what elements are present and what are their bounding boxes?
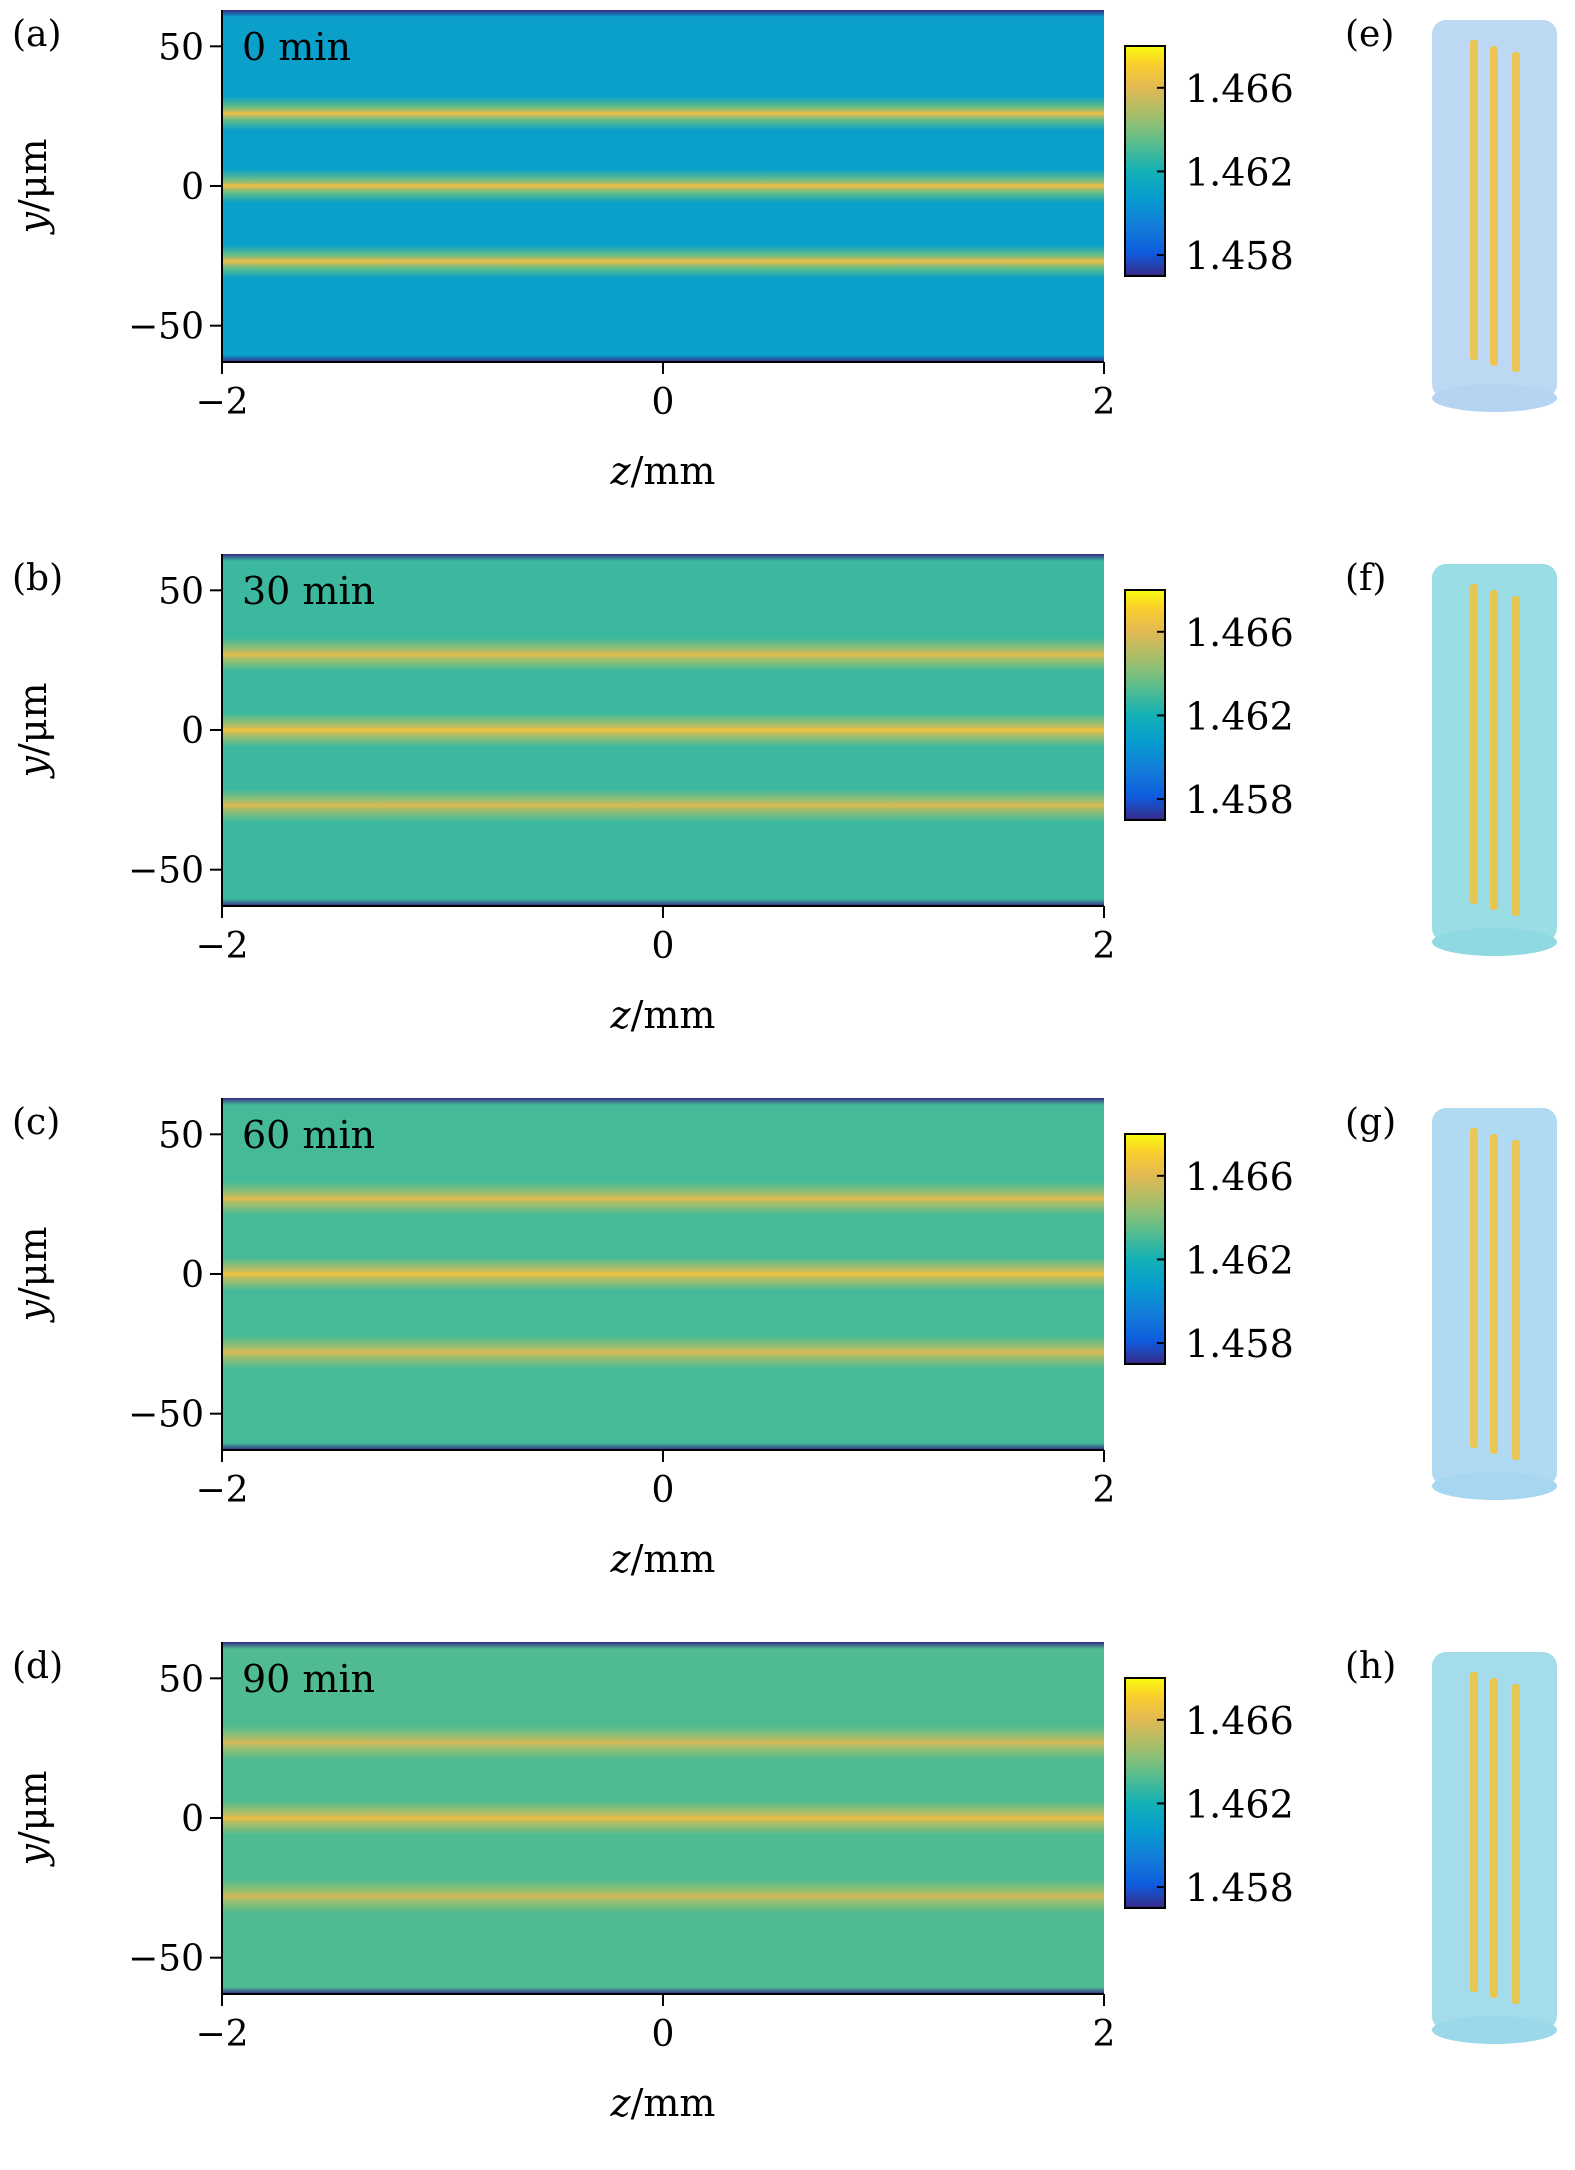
x-tick-label: −2 <box>195 926 248 967</box>
colorbar-tick-label: 1.458 <box>1185 1322 1294 1366</box>
colorbar-tick-label: 1.458 <box>1185 778 1294 822</box>
colorbar-tick-label: 1.462 <box>1185 1782 1294 1826</box>
x-tick-label: 0 <box>652 1470 675 1511</box>
waveguide-rod-2 <box>1490 1134 1498 1454</box>
fiber-end <box>1432 928 1557 956</box>
y-axis-label: y/μm <box>11 1770 55 1867</box>
waveguide-rod-1 <box>1470 584 1478 904</box>
time-annotation: 0 min <box>242 25 351 69</box>
panel-label: (c) <box>12 1102 60 1143</box>
colorbar-tick-label: 1.462 <box>1185 694 1294 738</box>
panel-3: 50 0 −50 −2 0 2 z/mm y/μm (c) 60 min 1.466 1.462 1.4… <box>11 1098 1557 1581</box>
x-axis-label: z/mm <box>610 993 716 1037</box>
waveguide-rod-3 <box>1512 596 1520 916</box>
waveguide-rod-2 <box>1490 590 1498 910</box>
y-axis-label: y/μm <box>11 682 55 779</box>
x-tick-label: 2 <box>1093 382 1116 423</box>
y-axis-label: y/μm <box>11 1226 55 1323</box>
inset-label: (g) <box>1345 1102 1396 1143</box>
panel-1: 50 0 −50 −2 0 2 z/mm y/μm (a) 0 min 1.466 1.462 1.45… <box>11 10 1557 493</box>
colorbar-tick-label: 1.466 <box>1185 1699 1294 1743</box>
x-tick-label: −2 <box>195 382 248 423</box>
x-axis-label: z/mm <box>610 1537 716 1581</box>
panel-2: 50 0 −50 −2 0 2 z/mm y/μm (b) 30 min 1.466 1.462 1.4… <box>11 554 1557 1037</box>
time-annotation: 90 min <box>242 1657 375 1701</box>
panel-label: (b) <box>12 558 63 599</box>
panel-label: (d) <box>12 1646 63 1687</box>
waveguide-rod-3 <box>1512 52 1520 372</box>
waveguide-line-1 <box>222 652 1104 657</box>
waveguide-line-3 <box>222 1350 1104 1355</box>
waveguide-rod-1 <box>1470 1128 1478 1448</box>
colorbar <box>1124 1677 1166 1909</box>
colorbar-tick-label: 1.458 <box>1185 234 1294 278</box>
y-tick-label: 50 <box>158 1659 204 1700</box>
waveguide-line-2 <box>222 728 1104 732</box>
colorbar-tick-label: 1.466 <box>1185 67 1294 111</box>
y-tick-label: 50 <box>158 571 204 612</box>
waveguide-line-2 <box>222 1272 1104 1276</box>
fiber-inset <box>1432 20 1557 412</box>
fiber-end <box>1432 1472 1557 1500</box>
waveguide-rod-1 <box>1470 40 1478 360</box>
x-tick-label: 0 <box>652 382 675 423</box>
x-tick-label: 2 <box>1093 2014 1116 2055</box>
fiber-inset <box>1432 1652 1557 2044</box>
waveguide-rod-1 <box>1470 1672 1478 1992</box>
y-tick-label: −50 <box>128 307 204 348</box>
colorbar-tick-label: 1.462 <box>1185 150 1294 194</box>
y-tick-label: 0 <box>181 711 204 752</box>
inset-label: (h) <box>1345 1646 1396 1687</box>
y-tick-label: 50 <box>158 1115 204 1156</box>
x-tick-label: 0 <box>652 926 675 967</box>
colorbar <box>1124 1133 1166 1365</box>
y-tick-label: 50 <box>158 27 204 68</box>
colorbar-tick-label: 1.466 <box>1185 611 1294 655</box>
y-tick-label: −50 <box>128 1395 204 1436</box>
x-tick-label: 2 <box>1093 926 1116 967</box>
y-axis-label: y/μm <box>11 138 55 235</box>
colorbar <box>1124 589 1166 821</box>
x-axis-label: z/mm <box>610 449 716 493</box>
waveguide-rod-2 <box>1490 1678 1498 1998</box>
waveguide-line-1 <box>222 1196 1104 1201</box>
colorbar-tick-label: 1.466 <box>1185 1155 1294 1199</box>
colorbar-tick-label: 1.462 <box>1185 1238 1294 1282</box>
waveguide-line-3 <box>222 803 1104 808</box>
time-annotation: 60 min <box>242 1113 375 1157</box>
colorbar <box>1124 45 1166 277</box>
time-annotation: 30 min <box>242 569 375 613</box>
waveguide-line-1 <box>222 1740 1104 1745</box>
x-tick-label: −2 <box>195 2014 248 2055</box>
waveguide-line-2 <box>222 184 1104 188</box>
y-tick-label: 0 <box>181 167 204 208</box>
y-tick-label: −50 <box>128 1939 204 1980</box>
x-tick-label: 2 <box>1093 1470 1116 1511</box>
waveguide-rod-3 <box>1512 1140 1520 1460</box>
waveguide-rod-3 <box>1512 1684 1520 2004</box>
waveguide-line-1 <box>222 111 1104 116</box>
panel-4: 50 0 −50 −2 0 2 z/mm y/μm (d) 90 min 1.466 1.462 1.4… <box>11 1642 1557 2125</box>
fiber-end <box>1432 2016 1557 2044</box>
waveguide-rod-2 <box>1490 46 1498 366</box>
panel-label: (a) <box>12 14 62 55</box>
waveguide-line-2 <box>222 1816 1104 1820</box>
colorbar-tick-label: 1.458 <box>1185 1866 1294 1910</box>
inset-label: (f) <box>1345 558 1386 599</box>
fiber-inset <box>1432 564 1557 956</box>
fiber-end <box>1432 384 1557 412</box>
fiber-inset <box>1432 1108 1557 1500</box>
x-tick-label: 0 <box>652 2014 675 2055</box>
x-axis-label: z/mm <box>610 2081 716 2125</box>
y-tick-label: 0 <box>181 1255 204 1296</box>
waveguide-line-3 <box>222 1894 1104 1899</box>
inset-label: (e) <box>1345 14 1394 55</box>
waveguide-line-3 <box>222 259 1104 264</box>
y-tick-label: −50 <box>128 851 204 892</box>
y-tick-label: 0 <box>181 1799 204 1840</box>
x-tick-label: −2 <box>195 1470 248 1511</box>
